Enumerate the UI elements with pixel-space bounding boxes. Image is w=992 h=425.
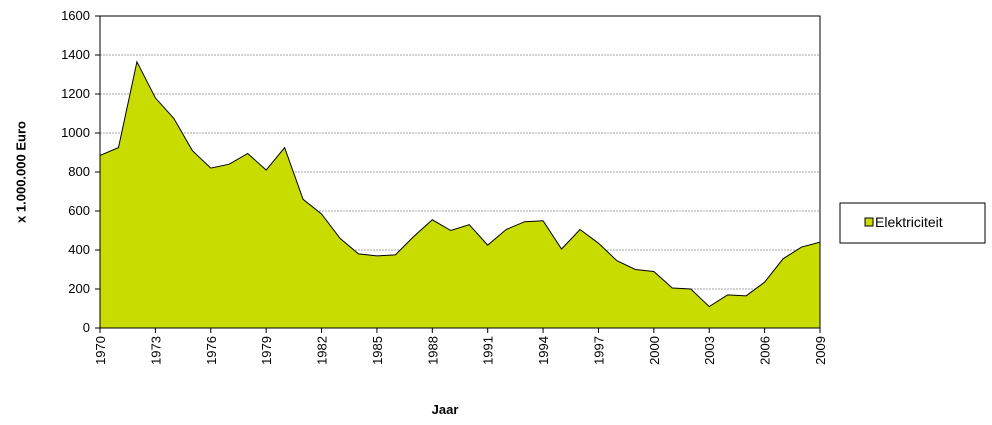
x-tick-label: 1991 [481, 336, 496, 365]
y-axis-label: x 1.000.000 Euro [13, 121, 28, 223]
y-tick-label: 1400 [61, 47, 90, 62]
legend-label: Elektriciteit [875, 214, 943, 230]
x-tick-label: 1973 [148, 336, 163, 365]
x-tick-label: 2006 [758, 336, 773, 365]
y-tick-label: 400 [68, 242, 90, 257]
x-tick-label: 1988 [425, 336, 440, 365]
x-tick-label: 2009 [813, 336, 828, 365]
x-axis-label: Jaar [432, 402, 459, 417]
legend-box [839, 202, 986, 244]
y-tick-label: 200 [68, 281, 90, 296]
x-tick-label: 1985 [370, 336, 385, 365]
x-tick-label: 1982 [315, 336, 330, 365]
y-tick-label: 800 [68, 164, 90, 179]
x-tick-label: 1979 [259, 336, 274, 365]
legend-swatch [864, 217, 874, 227]
area [99, 60, 821, 329]
y-tick-label: 0 [83, 320, 90, 335]
x-tick-label: 1994 [536, 336, 551, 365]
x-tick-label: 1997 [591, 336, 606, 365]
y-tick-label: 600 [68, 203, 90, 218]
y-tick-label: 1600 [61, 8, 90, 23]
x-tick-label: 1970 [93, 336, 108, 365]
x-tick-label: 2003 [702, 336, 717, 365]
x-tick-label: 1976 [204, 336, 219, 365]
y-tick-label: 1000 [61, 125, 90, 140]
plot-frame [99, 15, 821, 329]
x-tick-label: 2000 [647, 336, 662, 365]
legend: Elektriciteit [839, 202, 986, 244]
y-tick-label: 1200 [61, 86, 90, 101]
